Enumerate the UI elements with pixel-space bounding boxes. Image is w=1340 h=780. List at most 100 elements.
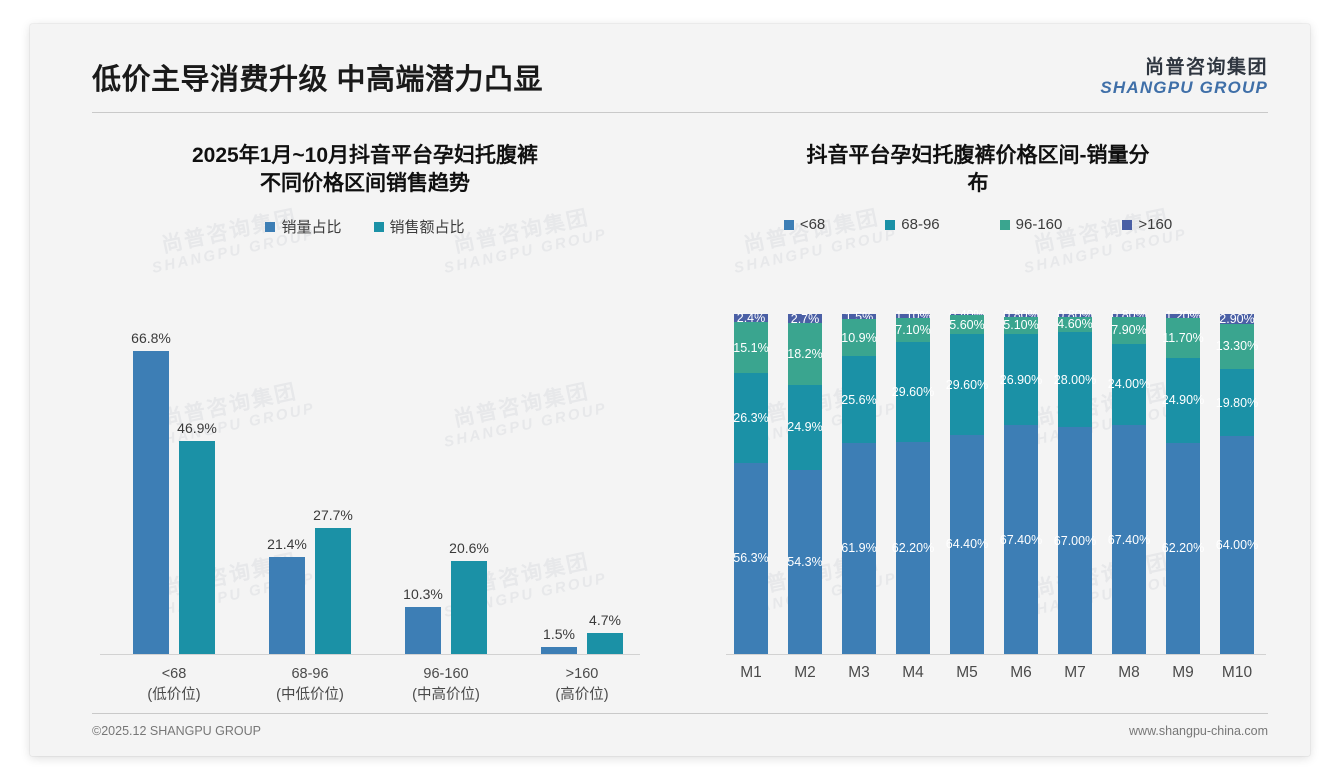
x-axis-month-label: M9 bbox=[1172, 664, 1194, 681]
stacked-segment-value-label: 2.7% bbox=[790, 311, 820, 326]
bar-group: 10.3% 20.6% bbox=[386, 314, 506, 654]
stacked-bar-segment[interactable]: 28.00% bbox=[1054, 332, 1096, 428]
stacked-bar-segment[interactable]: 26.3% bbox=[733, 373, 769, 463]
stacked-bar-column[interactable]: 0.80% 7.90% 24.00% 67.40% bbox=[1108, 308, 1150, 654]
legend-label: 68-96 bbox=[901, 216, 940, 234]
stacked-bar-column[interactable]: 0.80% 4.60% 28.00% 67.00% bbox=[1054, 308, 1096, 654]
stacked-bar-column[interactable]: 0.80% 5.10% 26.90% 67.40% bbox=[1000, 308, 1042, 655]
stacked-segment-value-label: 67.40% bbox=[999, 532, 1043, 547]
x-axis-category-label: >160 (高价位) bbox=[522, 664, 642, 706]
stacked-bar-segment[interactable]: 29.60% bbox=[946, 334, 988, 436]
stacked-bar-column[interactable]: 1.5% 10.9% 25.6% 61.9% bbox=[841, 310, 877, 654]
chart-title-right: 抖音平台孕妇托腹裤价格区间-销量分 布 bbox=[678, 124, 1278, 198]
stacked-bar-segment[interactable]: 4.60% bbox=[1057, 316, 1093, 333]
stacked-bar-column[interactable]: 2.7% 18.2% 24.9% 54.3% bbox=[787, 311, 823, 654]
bar-group: 21.4% 27.7% bbox=[250, 314, 370, 654]
stacked-bar-segment[interactable]: 24.90% bbox=[1162, 357, 1204, 443]
legend-label: >160 bbox=[1138, 216, 1173, 234]
bar-value-label: 10.3% bbox=[403, 586, 443, 603]
stacked-bar-segment[interactable]: 26.90% bbox=[1000, 334, 1042, 426]
x-axis-category-sub: (低价位) bbox=[147, 687, 201, 704]
stacked-bar-segment[interactable]: 67.00% bbox=[1054, 427, 1096, 654]
stacked-bar-segment[interactable]: 62.20% bbox=[892, 442, 934, 654]
stacked-bar-segment[interactable]: 10.9% bbox=[841, 319, 877, 357]
bar-rect[interactable] bbox=[541, 647, 577, 654]
stacked-bar-segment[interactable]: 18.2% bbox=[787, 323, 823, 385]
legend-item-left-1[interactable]: 销售额占比 bbox=[373, 216, 465, 237]
x-axis-month-label: M1 bbox=[740, 664, 762, 681]
stacked-bar-segment[interactable]: 64.00% bbox=[1216, 436, 1258, 654]
x-axis-month-label: M10 bbox=[1221, 664, 1253, 681]
bar-column[interactable]: 46.9% bbox=[177, 314, 217, 654]
bar-column[interactable]: 20.6% bbox=[449, 314, 489, 654]
stacked-segment-value-label: 13.30% bbox=[1215, 339, 1259, 354]
stacked-segment-value-label: 29.60% bbox=[945, 377, 989, 392]
stacked-bar-segment[interactable]: 61.9% bbox=[841, 443, 877, 654]
stacked-bar-segment[interactable]: 2.4% bbox=[734, 311, 768, 326]
stacked-segment-value-label: 2.90% bbox=[1219, 311, 1255, 326]
chart-title-left-line1: 2025年1月~10月抖音平台孕妇托腹裤 bbox=[191, 144, 539, 167]
stacked-segment-value-label: 26.3% bbox=[733, 411, 769, 426]
bar-column[interactable]: 21.4% bbox=[267, 314, 307, 654]
stacked-bar-segment[interactable]: 24.00% bbox=[1108, 343, 1150, 426]
bar-rect[interactable] bbox=[451, 560, 487, 654]
chart-panel-right: 抖音平台孕妇托腹裤价格区间-销量分 布 <68 68-96 96-160 >160 2… bbox=[678, 124, 1278, 714]
stacked-bar-column[interactable]: 0.40%5.60%29.60%64.40% bbox=[946, 308, 988, 654]
bar-column[interactable]: 4.7% bbox=[587, 314, 623, 654]
stacked-bar-segment[interactable]: 13.30% bbox=[1216, 323, 1258, 370]
stacked-bar-column[interactable]: 1.10% 7.10% 29.60% 62.20% bbox=[892, 309, 934, 654]
stacked-bar-segment[interactable]: 2.7% bbox=[788, 311, 822, 326]
legend-item-right-2[interactable]: 96-160 bbox=[999, 216, 1062, 233]
legend-label: 销量占比 bbox=[281, 219, 342, 237]
stacked-bar-segment[interactable]: 64.40% bbox=[946, 435, 988, 654]
stacked-bar-segment[interactable]: 5.10% bbox=[1003, 316, 1039, 335]
bar-rect[interactable] bbox=[179, 441, 215, 654]
stacked-bar-segment[interactable]: 7.10% bbox=[895, 317, 931, 342]
stacked-bar-segment[interactable]: 54.3% bbox=[787, 469, 823, 654]
legend-item-left-0[interactable]: 销量占比 bbox=[265, 216, 342, 237]
bar-rect[interactable] bbox=[587, 632, 623, 654]
stacked-bar-segment[interactable]: 15.1% bbox=[733, 322, 769, 374]
bar-rect[interactable] bbox=[133, 351, 169, 654]
bar-column[interactable]: 1.5% bbox=[541, 314, 577, 654]
chart-legend-right: <68 68-96 96-160 >160 bbox=[678, 216, 1278, 233]
stacked-bar-segment[interactable]: 67.40% bbox=[1000, 425, 1042, 655]
stacked-segment-value-label: 67.40% bbox=[1107, 532, 1151, 547]
stacked-bar-segment[interactable]: 25.6% bbox=[841, 356, 877, 444]
stacked-bar-segment[interactable]: 56.3% bbox=[733, 462, 769, 654]
stacked-bar-segment[interactable]: 11.70% bbox=[1162, 318, 1204, 358]
bar-column[interactable]: 66.8% bbox=[131, 314, 171, 654]
stacked-segment-value-label: 25.6% bbox=[841, 392, 877, 407]
stacked-segment-value-label: 10.9% bbox=[841, 330, 877, 345]
stacked-bar-segment[interactable]: 67.40% bbox=[1108, 425, 1150, 654]
stacked-segment-value-label: 2.4% bbox=[736, 311, 766, 326]
company-logo: 尚普咨询集团 SHANGPU GROUP bbox=[1100, 57, 1268, 97]
stacked-bar-segment[interactable]: 2.90% bbox=[1219, 311, 1255, 326]
bar-rect[interactable] bbox=[315, 528, 351, 654]
bar-group: 66.8% 46.9% bbox=[114, 314, 234, 654]
stacked-bar-column[interactable]: 2.90% 13.30% 19.80% 64.00% bbox=[1216, 311, 1258, 654]
bar-rect[interactable] bbox=[269, 557, 305, 654]
stacked-bar-column[interactable]: 2.4% 15.1% 26.3% 56.3% bbox=[733, 311, 769, 654]
stacked-segment-value-label: 5.10% bbox=[1003, 318, 1039, 333]
stacked-bar-segment[interactable]: 24.9% bbox=[787, 384, 823, 470]
stacked-bar-segment[interactable]: 7.90% bbox=[1111, 316, 1147, 344]
chart-plot-area-right: 2.4% 15.1% 26.3% 56.3% 2.7% 18.2% 24.9% 54.3% 1.… bbox=[726, 308, 1266, 655]
legend-swatch-icon bbox=[999, 219, 1010, 230]
stacked-bar-column[interactable]: 1.20% 11.70% 24.90% 62.20% bbox=[1162, 309, 1204, 654]
slide-header: 低价主导消费升级 中高端潜力凸显 尚普咨询集团 SHANGPU GROUP bbox=[30, 24, 1310, 116]
stacked-bar-segment[interactable]: 5.60% bbox=[949, 315, 985, 335]
legend-item-right-0[interactable]: <68 bbox=[783, 216, 825, 233]
bar-rect[interactable] bbox=[405, 607, 441, 654]
legend-item-right-3[interactable]: >160 bbox=[1122, 216, 1172, 233]
stacked-bar-segment[interactable]: 62.20% bbox=[1162, 442, 1204, 654]
bar-column[interactable]: 27.7% bbox=[313, 314, 353, 654]
stacked-segment-value-label: 67.00% bbox=[1053, 533, 1097, 548]
bar-value-label: 4.7% bbox=[589, 611, 621, 628]
stacked-bar-segment[interactable]: 29.60% bbox=[892, 341, 934, 443]
logo-chinese-text: 尚普咨询集团 bbox=[1144, 57, 1268, 78]
bar-column[interactable]: 10.3% bbox=[403, 314, 443, 654]
legend-item-right-1[interactable]: 68-96 bbox=[885, 216, 940, 234]
stacked-segment-value-label: 4.60% bbox=[1057, 317, 1093, 332]
stacked-bar-segment[interactable]: 19.80% bbox=[1216, 369, 1258, 437]
